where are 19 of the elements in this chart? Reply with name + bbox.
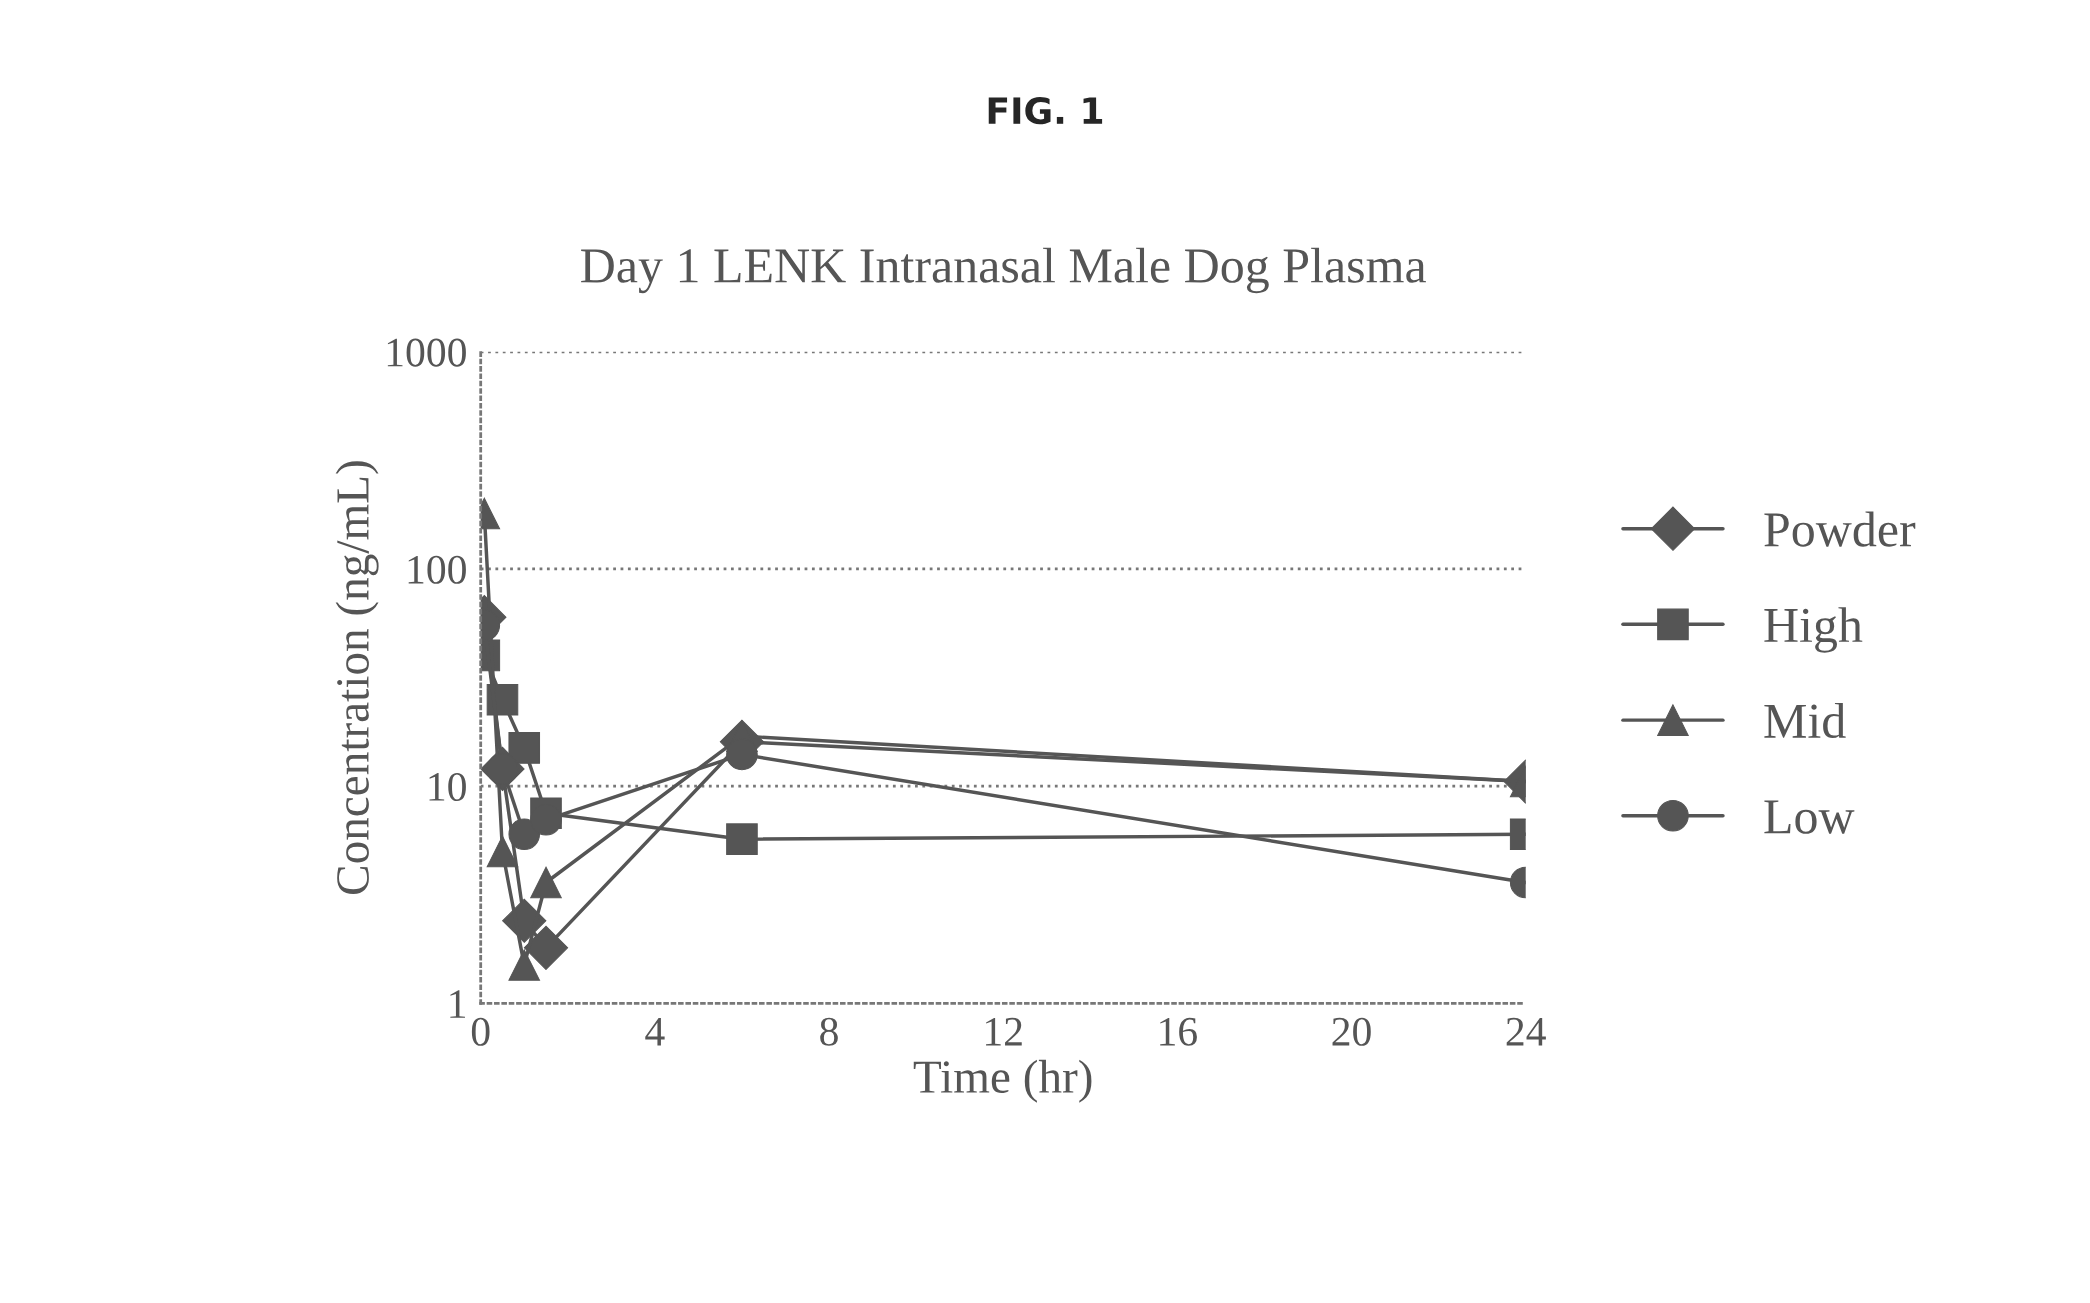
y-axis-title: Concentration (ng/mL) [335, 461, 379, 894]
y-tick-label: 1 [450, 990, 466, 1018]
chart-subtitle: FIG. 1 [988, 96, 1103, 125]
x-tick-label: 0 [471, 1017, 490, 1046]
x-tick-label: 24 [1506, 1017, 1546, 1046]
x-tick-label: 20 [1332, 1017, 1371, 1046]
x-tick-label: 4 [645, 1017, 665, 1046]
x-tick-label: 8 [820, 1017, 838, 1046]
legend-label: High [1764, 607, 1863, 653]
x-axis-title: Time (hr) [913, 1059, 1092, 1103]
y-tick-label: 1000 [387, 338, 466, 367]
legend-label: Mid [1764, 702, 1846, 739]
legend-label: Powder [1764, 511, 1916, 547]
legend-label: Low [1764, 800, 1855, 834]
chart-title: Day 1 LENK Intranasal Male Dog Plasma [581, 247, 1426, 294]
y-tick-label: 100 [408, 555, 466, 584]
y-tick-label: 10 [429, 772, 466, 802]
x-tick-label: 12 [986, 1017, 1022, 1046]
x-tick-label: 16 [1160, 1017, 1197, 1046]
